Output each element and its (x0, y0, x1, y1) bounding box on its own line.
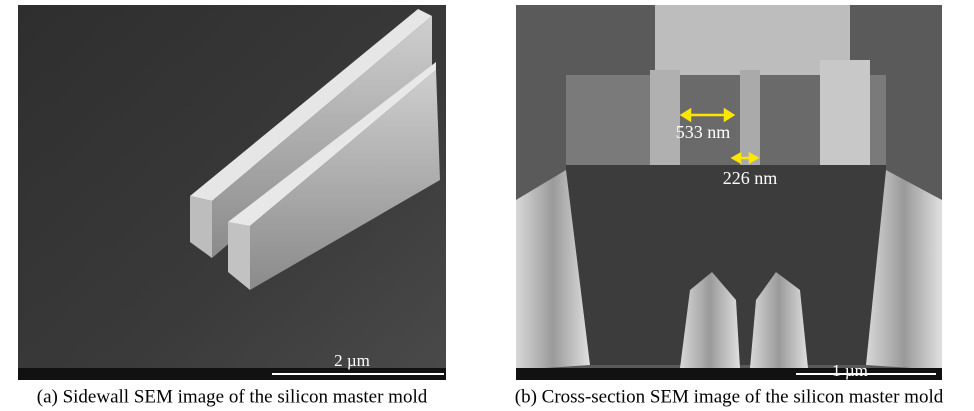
dimension-label: 226 nm (723, 168, 778, 188)
scale-label: 1 µm (832, 361, 868, 380)
figure: 2 µm (a) Sidewall SEM image of the silic… (0, 0, 974, 411)
caption: (a) Sidewall SEM image of the silicon ma… (37, 386, 428, 407)
wall (650, 70, 680, 170)
scale-label: 2 µm (334, 351, 370, 370)
trench (760, 75, 820, 170)
dimension-label: 533 nm (676, 122, 731, 142)
panel-b: 1 µm 533 nm 226 nm (b) Cross-section SEM… (515, 5, 944, 407)
wall (820, 60, 870, 170)
page: 2 µm (a) Sidewall SEM image of the silic… (0, 0, 974, 411)
panel-a: 2 µm (a) Sidewall SEM image of the silic… (18, 5, 446, 407)
caption: (b) Cross-section SEM image of the silic… (515, 386, 944, 407)
